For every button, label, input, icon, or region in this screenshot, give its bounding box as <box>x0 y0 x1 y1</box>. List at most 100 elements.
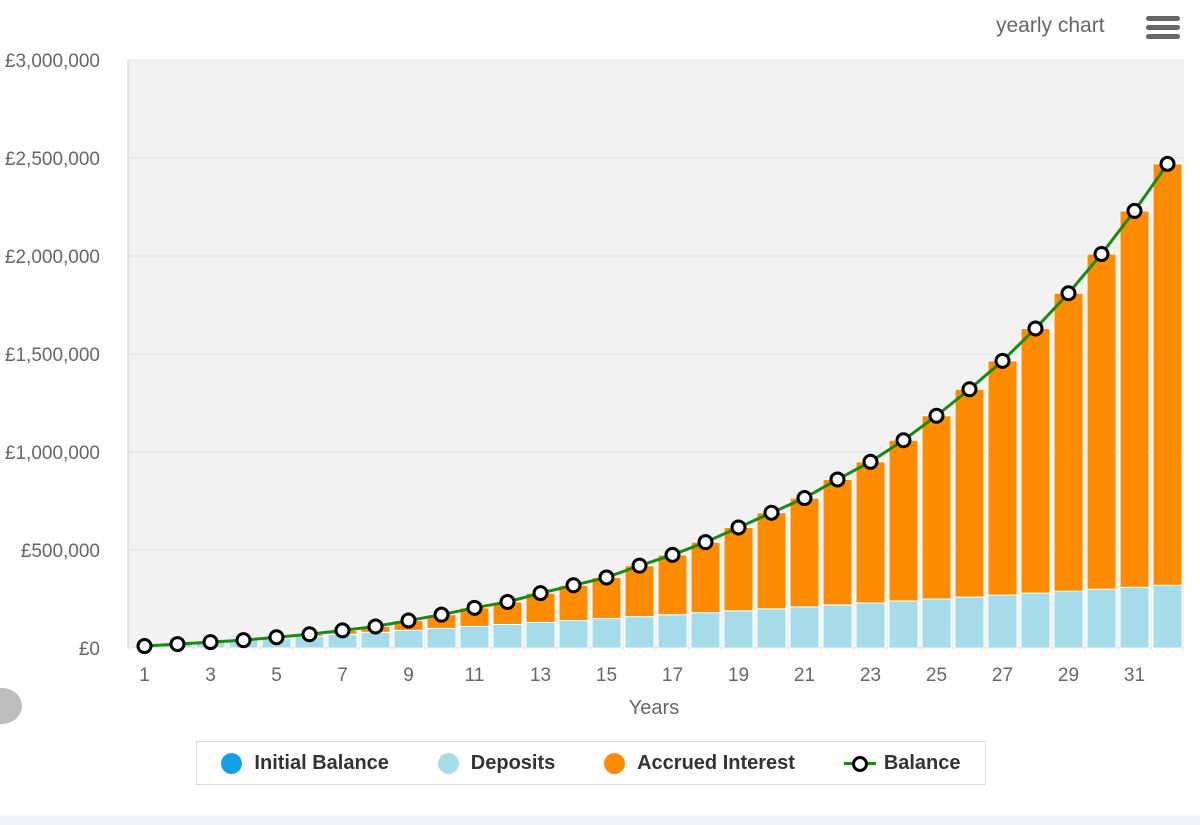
x-tick-label: 17 <box>662 665 683 686</box>
bar-accrued-interest <box>1020 328 1051 594</box>
y-tick-label: £1,500,000 <box>5 345 100 366</box>
x-tick-label: 25 <box>926 665 947 686</box>
x-tick-label: 27 <box>992 665 1013 686</box>
balance-point <box>598 569 615 586</box>
balance-point <box>400 612 417 629</box>
balance-point <box>796 490 813 507</box>
bar-accrued-interest <box>789 497 820 608</box>
balance-point <box>1027 320 1044 337</box>
balance-point <box>433 606 450 623</box>
bar-deposits <box>624 616 655 649</box>
balance-point <box>499 593 516 610</box>
page-footer-strip <box>0 815 1200 825</box>
bar-accrued-interest <box>921 415 952 600</box>
bar-accrued-interest <box>756 512 787 610</box>
x-tick-label: 5 <box>271 665 282 686</box>
bar-deposits <box>954 596 985 649</box>
legend-label: Balance <box>883 751 961 774</box>
bar-accrued-interest <box>657 554 688 616</box>
bar-accrued-interest <box>822 478 853 606</box>
balance-point <box>862 453 879 470</box>
bar-deposits <box>1152 584 1183 649</box>
bar-deposits <box>690 612 721 649</box>
balance-point <box>169 636 186 653</box>
balance-point <box>697 534 714 551</box>
x-tick-label: 1 <box>139 665 150 686</box>
bar-deposits <box>591 618 622 649</box>
x-axis: 1 3 5 7 9 11 13 15 17 19 21 23 25 27 29 31 <box>128 647 1184 686</box>
balance-point <box>730 519 747 536</box>
x-tick-label: 21 <box>794 665 815 686</box>
balance-point <box>202 634 219 651</box>
bar-accrued-interest <box>690 541 721 614</box>
balance-point <box>301 626 318 643</box>
bar-accrued-interest <box>855 461 886 604</box>
balance-point <box>1159 155 1176 172</box>
balance-point <box>895 432 912 449</box>
bar-deposits <box>1119 586 1150 649</box>
legend-label: Deposits <box>470 751 556 774</box>
x-tick-label: 11 <box>465 665 485 686</box>
balance-point <box>1126 202 1143 219</box>
x-tick-label: 9 <box>403 665 414 686</box>
bars <box>129 163 1183 649</box>
bar-deposits <box>393 629 424 649</box>
bar-deposits <box>1086 588 1117 649</box>
x-tick-label: 13 <box>530 665 551 686</box>
bar-deposits <box>789 606 820 649</box>
bar-deposits <box>756 608 787 649</box>
chart-legend: Initial Balance Deposits Accrued Interes… <box>196 741 986 785</box>
balance-point <box>1060 285 1077 302</box>
balance-point <box>994 352 1011 369</box>
bar-deposits <box>459 625 490 649</box>
x-axis-title: Years <box>628 697 680 719</box>
balance-point <box>829 471 846 488</box>
bar-deposits <box>1053 590 1084 649</box>
balance-point <box>235 632 252 649</box>
bar-accrued-interest <box>1152 163 1183 586</box>
balance-point <box>1093 246 1110 263</box>
bar-accrued-interest <box>1119 210 1150 588</box>
bar-deposits <box>558 620 589 649</box>
bar-accrued-interest <box>1086 253 1117 590</box>
balance-point <box>631 557 648 574</box>
x-tick-label: 15 <box>596 665 617 686</box>
balance-point <box>928 407 945 424</box>
bar-accrued-interest <box>723 526 754 612</box>
bar-deposits <box>426 627 457 649</box>
bar-deposits <box>1020 592 1051 649</box>
balance-point <box>334 622 351 639</box>
balance-line-marker-icon <box>843 753 876 774</box>
y-tick-label: £0 <box>79 639 100 660</box>
y-tick-label: £500,000 <box>21 541 100 562</box>
bar-accrued-interest <box>624 565 655 618</box>
bar-deposits <box>525 622 556 649</box>
balance-point <box>763 504 780 521</box>
bar-deposits <box>360 631 391 649</box>
bar-accrued-interest <box>987 360 1018 596</box>
bar-accrued-interest <box>888 439 919 602</box>
bar-accrued-interest <box>1053 292 1084 592</box>
balance-point <box>961 381 978 398</box>
legend-item-balance[interactable]: Balance <box>843 751 961 775</box>
initial-balance-swatch-icon <box>221 752 243 774</box>
legend-label: Initial Balance <box>254 751 389 774</box>
hamburger-menu-icon[interactable] <box>1146 16 1180 42</box>
legend-item-accrued-interest[interactable]: Accrued Interest <box>604 752 795 775</box>
bar-deposits <box>855 602 886 649</box>
balance-point <box>268 629 285 646</box>
y-tick-label: £2,500,000 <box>5 149 100 170</box>
balance-point <box>532 585 549 602</box>
bar-deposits <box>987 594 1018 649</box>
legend-item-deposits[interactable]: Deposits <box>437 751 556 775</box>
bar-deposits <box>822 604 853 649</box>
chart-menu-title[interactable]: yearly chart <box>996 14 1105 37</box>
x-tick-label: 29 <box>1058 665 1079 686</box>
side-scroll-handle[interactable] <box>0 688 22 724</box>
balance-point <box>664 546 681 563</box>
legend-label: Accrued Interest <box>637 751 795 774</box>
legend-item-initial-balance[interactable]: Initial Balance <box>221 752 389 775</box>
balance-point <box>367 618 384 635</box>
x-tick-label: 31 <box>1124 665 1145 686</box>
balance-line <box>136 155 1176 655</box>
